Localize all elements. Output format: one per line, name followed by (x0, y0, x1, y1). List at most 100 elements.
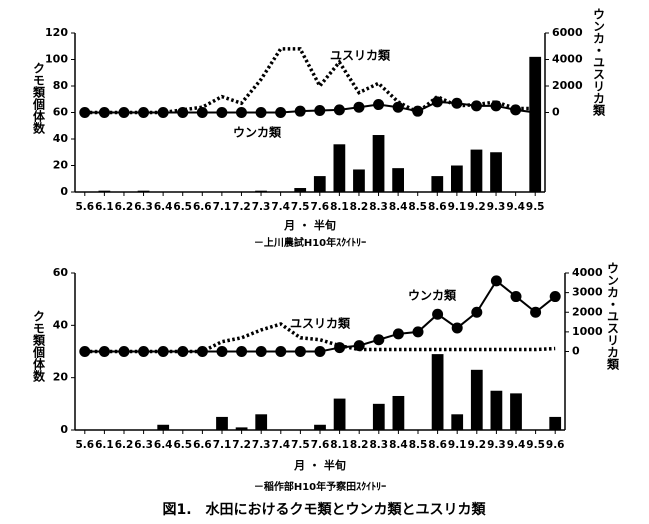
marker (196, 107, 208, 118)
caption: 図1. 水田におけるクモ類とウンカ類とユスリカ類 (162, 501, 486, 518)
y2-axis-label: ウンカ・ユスリカ類 (606, 262, 620, 371)
series-label: ウンカ類 (233, 125, 282, 140)
x-tick-label: 7.2 (232, 439, 251, 451)
y2-tick-label: 0 (552, 106, 560, 119)
bar (490, 390, 503, 430)
marker (392, 328, 404, 340)
x-tick-label: 9.1 (448, 439, 467, 451)
y-tick-label: 0 (60, 423, 68, 436)
marker (490, 275, 502, 287)
bar (255, 190, 267, 192)
bar (313, 176, 326, 192)
x-tick-label: 7.1 (213, 201, 232, 213)
marker (216, 346, 228, 357)
y2-axis-label: ウンカ・ユスリカ類 (592, 8, 606, 117)
x-tick-label: 7.6 (311, 439, 330, 451)
x-tick-label: 8.5 (409, 439, 428, 451)
bar (216, 416, 228, 430)
marker (353, 101, 365, 113)
y-tick-label: 20 (53, 371, 69, 384)
x-tick-label: 9.6 (546, 439, 565, 451)
x-tick-label: 8.2 (350, 201, 369, 213)
y2-tick-label: 0 (572, 345, 580, 358)
bar (510, 393, 522, 430)
x-tick-label: 5.6 (75, 439, 94, 451)
x-tick-label: 6.5 (173, 439, 192, 451)
x-tick-label: 9.2 (467, 201, 486, 213)
marker (392, 101, 404, 113)
bar (529, 56, 542, 192)
subtitle: －上川農試H10年ｽｸｲﾄﾘｰ (254, 236, 366, 249)
marker (510, 291, 522, 303)
x-tick-label: 8.3 (369, 439, 388, 451)
y-axis-label: クモ類個体数 (32, 310, 46, 383)
x-tick-label: 8.1 (330, 439, 349, 451)
x-tick-label: 7.5 (291, 439, 310, 451)
x-tick-label: 6.1 (95, 439, 114, 451)
marker (236, 346, 248, 357)
x-tick-label: 6.1 (95, 201, 114, 213)
marker (432, 308, 444, 320)
x-tick-label: 9.4 (507, 439, 526, 451)
marker (412, 326, 424, 338)
bar (392, 168, 404, 192)
marker (157, 346, 169, 357)
x-tick-label: 8.6 (428, 201, 447, 213)
x-tick-label: 9.4 (506, 201, 525, 213)
y-tick-label: 120 (45, 26, 68, 39)
y-tick-label: 100 (45, 53, 68, 66)
marker (451, 322, 463, 334)
x-tick-label: 6.2 (115, 439, 134, 451)
bar (431, 176, 444, 192)
bar (333, 144, 346, 192)
marker (98, 107, 110, 118)
marker (451, 97, 463, 109)
bar (549, 416, 562, 430)
marker (255, 346, 267, 357)
y2-tick-label: 1000 (572, 325, 603, 338)
series-label: ユスリカ類 (330, 48, 391, 63)
x-axis-label: 月 ・ 半旬 (293, 458, 346, 472)
y-axis-label: クモ類個体数 (32, 62, 46, 135)
x-tick-label: 7.3 (252, 439, 271, 451)
x-tick-label: 7.3 (252, 201, 271, 213)
x-tick-label: 6.6 (193, 439, 212, 451)
series-label: ユスリカ類 (290, 316, 351, 331)
marker (118, 346, 130, 357)
y-tick-label: 60 (53, 106, 69, 119)
y2-tick-label: 4000 (572, 266, 603, 279)
x-tick-label: 9.3 (487, 201, 506, 213)
marker (255, 107, 267, 118)
y2-tick-label: 2000 (552, 79, 583, 92)
x-tick-label: 6.6 (193, 201, 212, 213)
marker (294, 105, 306, 117)
x-tick-label: 7.4 (271, 439, 290, 451)
bar (470, 149, 483, 192)
y2-tick-label: 6000 (552, 26, 583, 39)
x-tick-label: 9.2 (467, 439, 486, 451)
y-tick-label: 80 (53, 79, 69, 92)
x-tick-label: 6.4 (154, 201, 173, 213)
x-tick-label: 9.1 (448, 201, 467, 213)
x-tick-label: 8.2 (350, 439, 369, 451)
series-label: ウンカ類 (408, 288, 457, 303)
y2-tick-label: 3000 (572, 286, 603, 299)
x-tick-label: 8.1 (330, 201, 349, 213)
x-axis-label: 月 ・ 半旬 (283, 218, 336, 232)
bar (353, 169, 365, 192)
marker (275, 107, 287, 118)
bar (372, 135, 385, 192)
marker (235, 107, 247, 118)
y2-tick-label: 2000 (572, 305, 603, 318)
x-tick-label: 9.5 (526, 201, 545, 213)
x-tick-label: 7.2 (232, 201, 251, 213)
marker (157, 107, 169, 118)
bar (314, 424, 326, 430)
marker (373, 334, 385, 346)
x-tick-label: 9.3 (487, 439, 506, 451)
bar (431, 354, 444, 430)
bar (294, 188, 307, 192)
line (84, 47, 536, 115)
marker (118, 107, 130, 118)
bar (235, 427, 248, 430)
